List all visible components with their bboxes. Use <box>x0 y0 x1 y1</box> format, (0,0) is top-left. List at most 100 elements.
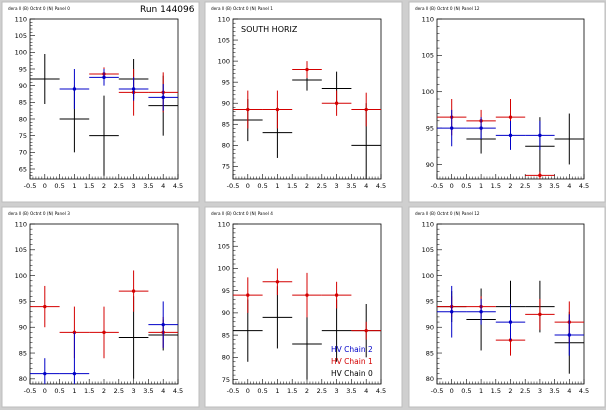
data-point <box>262 286 293 349</box>
panel-background <box>204 1 403 203</box>
panel-background <box>1 1 200 203</box>
point-marker <box>538 173 542 178</box>
x-tick-label: -0.5 <box>24 387 37 395</box>
y-tick-label: 95 <box>426 298 434 306</box>
x-tick-label: 1.5 <box>84 182 94 190</box>
data-point <box>118 270 149 312</box>
point-marker <box>450 126 454 130</box>
x-tick-label: 3.5 <box>143 387 153 395</box>
y-tick-label: 85 <box>19 349 27 357</box>
point-marker <box>102 75 106 80</box>
y-tick-label: 110 <box>15 220 27 228</box>
x-tick-label: -0.5 <box>227 387 240 395</box>
data-point <box>89 69 119 86</box>
point-marker <box>508 320 513 324</box>
x-tick-label: 2 <box>508 387 512 395</box>
x-tick-label: 1 <box>72 182 76 190</box>
data-point <box>495 120 526 150</box>
panel-title: dera ll (B) Octnt 0 (N) Panel 12 <box>415 211 480 216</box>
data-point <box>321 299 352 362</box>
y-tick-label: 100 <box>15 272 27 280</box>
y-tick-label: 110 <box>218 220 230 228</box>
data-point <box>466 298 496 325</box>
x-tick-label: 4.5 <box>173 182 183 190</box>
y-tick-label: 90 <box>19 82 27 90</box>
panel-title: dera ll (B) Octnt 0 (N) Panel 3 <box>8 211 70 216</box>
point-marker <box>161 95 165 100</box>
data-point <box>262 268 293 296</box>
data-point <box>30 358 60 384</box>
x-tick-label: 0 <box>43 182 47 190</box>
y-tick-label: 110 <box>15 15 27 23</box>
x-tick-label: 0.5 <box>461 387 471 395</box>
point-marker <box>131 87 136 91</box>
y-tick-label: 95 <box>19 298 27 306</box>
data-point <box>148 84 178 111</box>
data-point <box>525 171 555 179</box>
data-point <box>59 69 90 109</box>
x-tick-label: -0.5 <box>431 182 444 190</box>
point-marker <box>538 312 542 317</box>
y-tick-label: 85 <box>222 121 230 129</box>
y-tick-label: 85 <box>426 349 434 357</box>
y-tick-label: 95 <box>426 124 434 132</box>
data-point <box>292 61 322 78</box>
panel-background <box>204 206 403 408</box>
chart-panel: dera ll (B) Octnt 0 (N) Panel 0 -0.5 0 0.5 1… <box>1 1 200 203</box>
data-point <box>321 281 352 309</box>
x-tick-label: 0 <box>450 387 454 395</box>
point-marker <box>364 107 368 112</box>
y-tick-label: 100 <box>15 49 27 57</box>
x-tick-label: 4 <box>364 387 368 395</box>
y-tick-label: 100 <box>218 265 230 273</box>
data-point <box>437 109 467 147</box>
data-point <box>525 298 555 330</box>
point-marker <box>72 87 77 91</box>
x-tick-label: -0.5 <box>227 182 240 190</box>
x-tick-label: 2.5 <box>520 182 530 190</box>
y-tick-label: 85 <box>19 99 27 107</box>
y-tick-label: 90 <box>426 324 434 332</box>
y-tick-label: 80 <box>19 115 27 123</box>
y-tick-label: 90 <box>19 324 27 332</box>
legend-entry: HV Chain 1 <box>331 357 373 366</box>
y-tick-label: 110 <box>422 15 434 23</box>
data-point <box>148 301 178 348</box>
data-point <box>89 306 119 359</box>
x-tick-label: 2.5 <box>114 387 124 395</box>
point-marker <box>43 304 47 309</box>
data-point <box>89 95 119 176</box>
point-marker <box>334 101 339 105</box>
x-tick-label: 2 <box>305 387 309 395</box>
x-tick-label: 3 <box>132 182 136 190</box>
y-tick-label: 105 <box>422 246 434 254</box>
y-tick-label: 100 <box>422 272 434 280</box>
point-marker <box>450 310 454 314</box>
point-marker <box>305 293 309 297</box>
x-tick-label: 2.5 <box>317 182 327 190</box>
x-tick-label: 1 <box>479 387 483 395</box>
run-label: Run 144096 <box>140 5 195 15</box>
x-tick-label: 1 <box>72 387 76 395</box>
data-point <box>233 90 263 129</box>
x-tick-label: 0.5 <box>54 182 64 190</box>
data-point <box>292 272 322 318</box>
data-point <box>495 304 526 341</box>
data-point <box>554 314 584 356</box>
point-marker <box>538 133 542 138</box>
point-marker <box>275 280 280 284</box>
y-tick-label: 70 <box>19 149 27 157</box>
panel-title: dera ll (B) Octnt 0 (N) Panel 1 <box>211 6 273 11</box>
point-marker <box>102 330 106 335</box>
y-tick-label: 105 <box>218 243 230 251</box>
x-tick-label: 4 <box>567 387 571 395</box>
x-tick-label: 4.5 <box>376 387 386 395</box>
y-tick-label: 80 <box>222 142 230 150</box>
data-point <box>351 92 381 127</box>
y-tick-label: 105 <box>422 52 434 60</box>
x-tick-label: 3.5 <box>143 182 153 190</box>
x-tick-label: 4 <box>567 182 571 190</box>
y-tick-label: 100 <box>218 57 230 65</box>
x-tick-label: 0.5 <box>257 182 267 190</box>
